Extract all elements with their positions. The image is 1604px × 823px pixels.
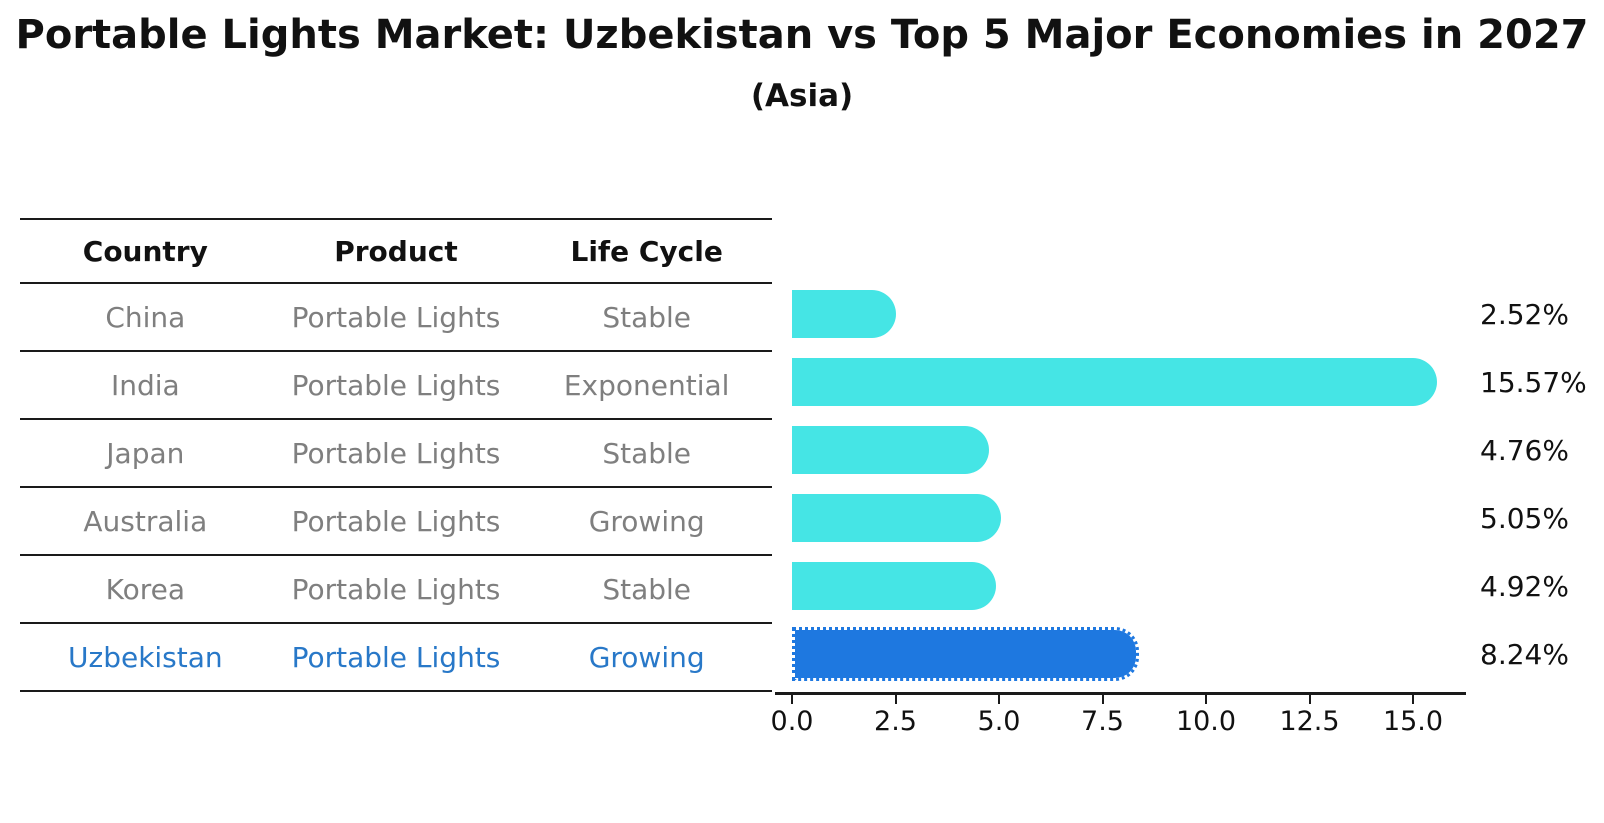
table-row-korea: Korea Portable Lights Stable (20, 556, 772, 624)
cell-product: Portable Lights (291, 368, 501, 402)
country-table: Country Product Life Cycle China Portable… (20, 218, 772, 692)
value-label-india: 15.57% (1480, 365, 1587, 399)
cell-product: Portable Lights (291, 640, 501, 674)
cell-lifecycle: Growing (588, 504, 705, 538)
table-body: China Portable Lights Stable India Portable … (20, 284, 772, 692)
x-tick-label-0.0: 0.0 (770, 706, 814, 737)
x-tick-label-5.0: 5.0 (977, 706, 1021, 737)
bar-china (792, 290, 896, 338)
cell-lifecycle: Stable (602, 572, 692, 606)
x-tick-7.5 (1101, 695, 1104, 704)
table-header-product: Product (334, 234, 458, 268)
bar-row-india (792, 348, 1466, 416)
value-label-australia: 5.05% (1480, 501, 1569, 535)
bar-row-korea (792, 552, 1466, 620)
table-row-australia: Australia Portable Lights Growing (20, 488, 772, 556)
value-label-japan: 4.76% (1480, 433, 1569, 467)
cell-product: Portable Lights (291, 300, 501, 334)
chart-subtitle: (Asia) (750, 78, 854, 114)
value-label-uzbekistan: 8.24% (1480, 637, 1569, 671)
table-row-india: India Portable Lights Exponential (20, 352, 772, 420)
cell-lifecycle: Stable (602, 300, 692, 334)
table-row-china: China Portable Lights Stable (20, 284, 772, 352)
x-tick-label-15.0: 15.0 (1382, 706, 1444, 737)
bar-india (792, 358, 1437, 406)
table-header-row: Country Product Life Cycle (20, 220, 772, 284)
x-tick-0.0 (791, 695, 793, 704)
value-label-china: 2.52% (1480, 297, 1569, 331)
cell-lifecycle: Exponential (563, 368, 730, 402)
x-tick-12.5 (1308, 695, 1311, 704)
table-header-country: Country (82, 234, 208, 268)
x-axis-line (775, 692, 1466, 695)
table-row-uzbekistan: Uzbekistan Portable Lights Growing (20, 624, 772, 692)
cell-product: Portable Lights (291, 436, 501, 470)
bar-row-japan (792, 416, 1466, 484)
cell-lifecycle: Growing (588, 640, 705, 674)
chart-title: Portable Lights Market: Uzbekistan vs To… (15, 12, 1589, 58)
bar-plot-area (792, 280, 1466, 688)
bar-korea (792, 562, 996, 610)
cell-country: Japan (106, 436, 185, 470)
x-tick-label-7.5: 7.5 (1081, 706, 1124, 737)
x-tick-10.0 (1205, 695, 1207, 704)
cell-country: China (105, 300, 186, 334)
bar-row-australia (792, 484, 1466, 552)
x-tick-label-2.5: 2.5 (874, 706, 917, 737)
x-tick-15.0 (1412, 695, 1414, 704)
bar-uzbekistan (792, 627, 1139, 681)
table-row-japan: Japan Portable Lights Stable (20, 420, 772, 488)
cell-product: Portable Lights (291, 572, 501, 606)
bar-row-uzbekistan (792, 620, 1466, 688)
x-tick-label-10.0: 10.0 (1175, 706, 1237, 737)
cell-country: India (110, 368, 180, 402)
bar-row-china (792, 280, 1466, 348)
bar-australia (792, 494, 1001, 542)
bar-japan (792, 426, 989, 474)
table-header-lifecycle: Life Cycle (570, 234, 723, 268)
value-label-korea: 4.92% (1480, 569, 1569, 603)
cell-country: Uzbekistan (68, 640, 223, 674)
x-tick-2.5 (894, 695, 897, 704)
cell-lifecycle: Stable (602, 436, 692, 470)
x-tick-5.0 (998, 695, 1000, 704)
cell-product: Portable Lights (291, 504, 501, 538)
x-tick-label-12.5: 12.5 (1279, 706, 1340, 737)
cell-country: Australia (83, 504, 208, 538)
cell-country: Korea (105, 572, 186, 606)
